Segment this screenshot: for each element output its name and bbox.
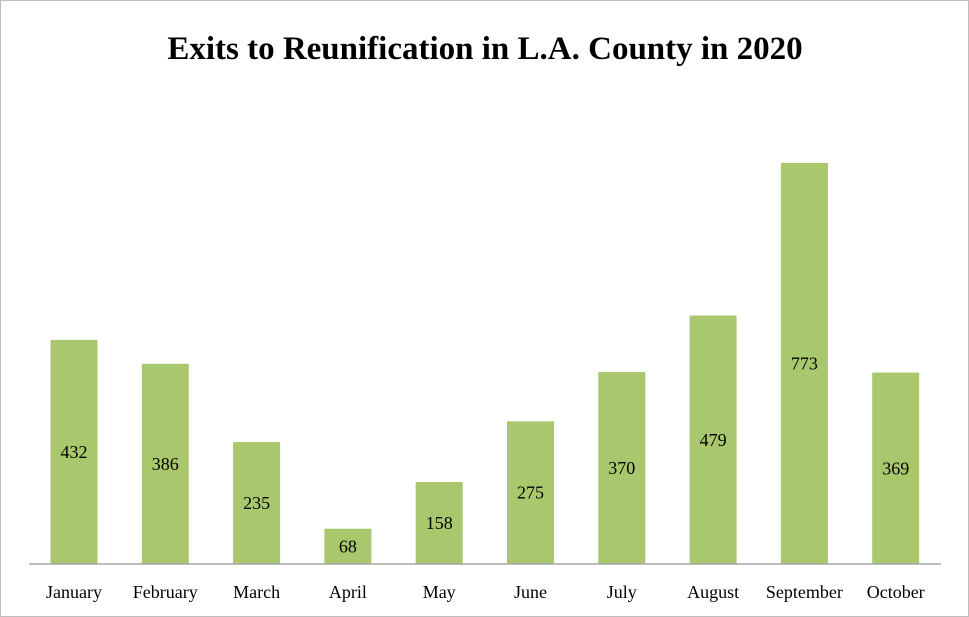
x-tick-label: July [607, 582, 637, 602]
x-tick-label: January [46, 582, 102, 602]
x-tick-label: May [423, 582, 456, 602]
bar-may [415, 482, 463, 564]
data-label-may: 158 [426, 513, 453, 533]
bar-july [598, 372, 646, 564]
bar-april [324, 528, 372, 564]
bar-january [50, 339, 98, 564]
data-label-february: 386 [152, 454, 179, 474]
data-label-april: 68 [339, 536, 357, 556]
bar-june [507, 421, 554, 564]
bar-september [780, 163, 828, 564]
x-tick-label: October [867, 582, 925, 602]
data-label-july: 370 [608, 458, 635, 478]
data-label-march: 235 [243, 493, 270, 513]
chart-title: Exits to Reunification in L.A. County in… [167, 31, 802, 67]
x-tick-label: April [329, 582, 367, 602]
bar-october [872, 372, 920, 564]
x-tick-label: September [766, 582, 843, 602]
x-tick-label: August [687, 582, 739, 602]
x-tick-label: February [133, 582, 198, 602]
bar-february [141, 363, 189, 564]
data-label-september: 773 [791, 354, 818, 374]
x-tick-label: June [514, 582, 547, 602]
data-label-june: 275 [517, 483, 544, 503]
data-label-october: 369 [882, 458, 909, 478]
x-tick-label: March [233, 582, 280, 602]
bar-march [233, 442, 281, 564]
data-label-august: 479 [700, 430, 727, 450]
data-label-january: 432 [61, 442, 88, 462]
bar-august [689, 315, 737, 564]
